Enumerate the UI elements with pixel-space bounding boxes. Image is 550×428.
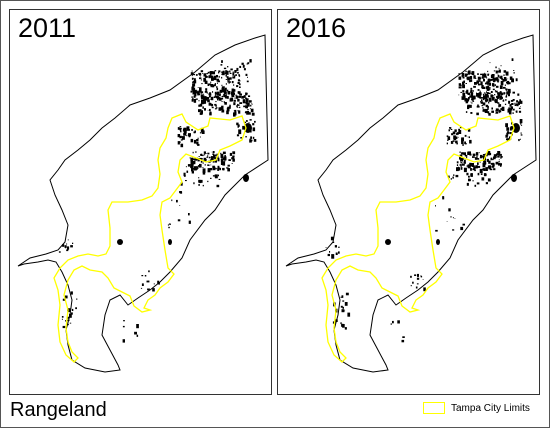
legend-label: Tampa City Limits <box>451 402 530 414</box>
rangeland-patches <box>58 59 257 343</box>
map-2016 <box>285 34 537 373</box>
panel-year-label: 2011 <box>18 13 77 43</box>
map-panel-2016: 2016 <box>277 9 540 395</box>
county-boundary <box>17 34 269 373</box>
legend: Tampa City Limits <box>423 402 530 414</box>
map-2011 <box>17 34 269 373</box>
map-panel-2011: 2011 <box>9 9 272 395</box>
county-boundary <box>285 34 537 373</box>
tampa-city-limits-boundary <box>53 113 247 363</box>
map-category-title: Rangeland <box>10 399 107 421</box>
tampa-city-limits-boundary <box>321 113 515 363</box>
rangeland-patches <box>325 58 523 343</box>
panel-year-label: 2016 <box>286 13 347 43</box>
legend-swatch-city-limits <box>423 402 445 414</box>
